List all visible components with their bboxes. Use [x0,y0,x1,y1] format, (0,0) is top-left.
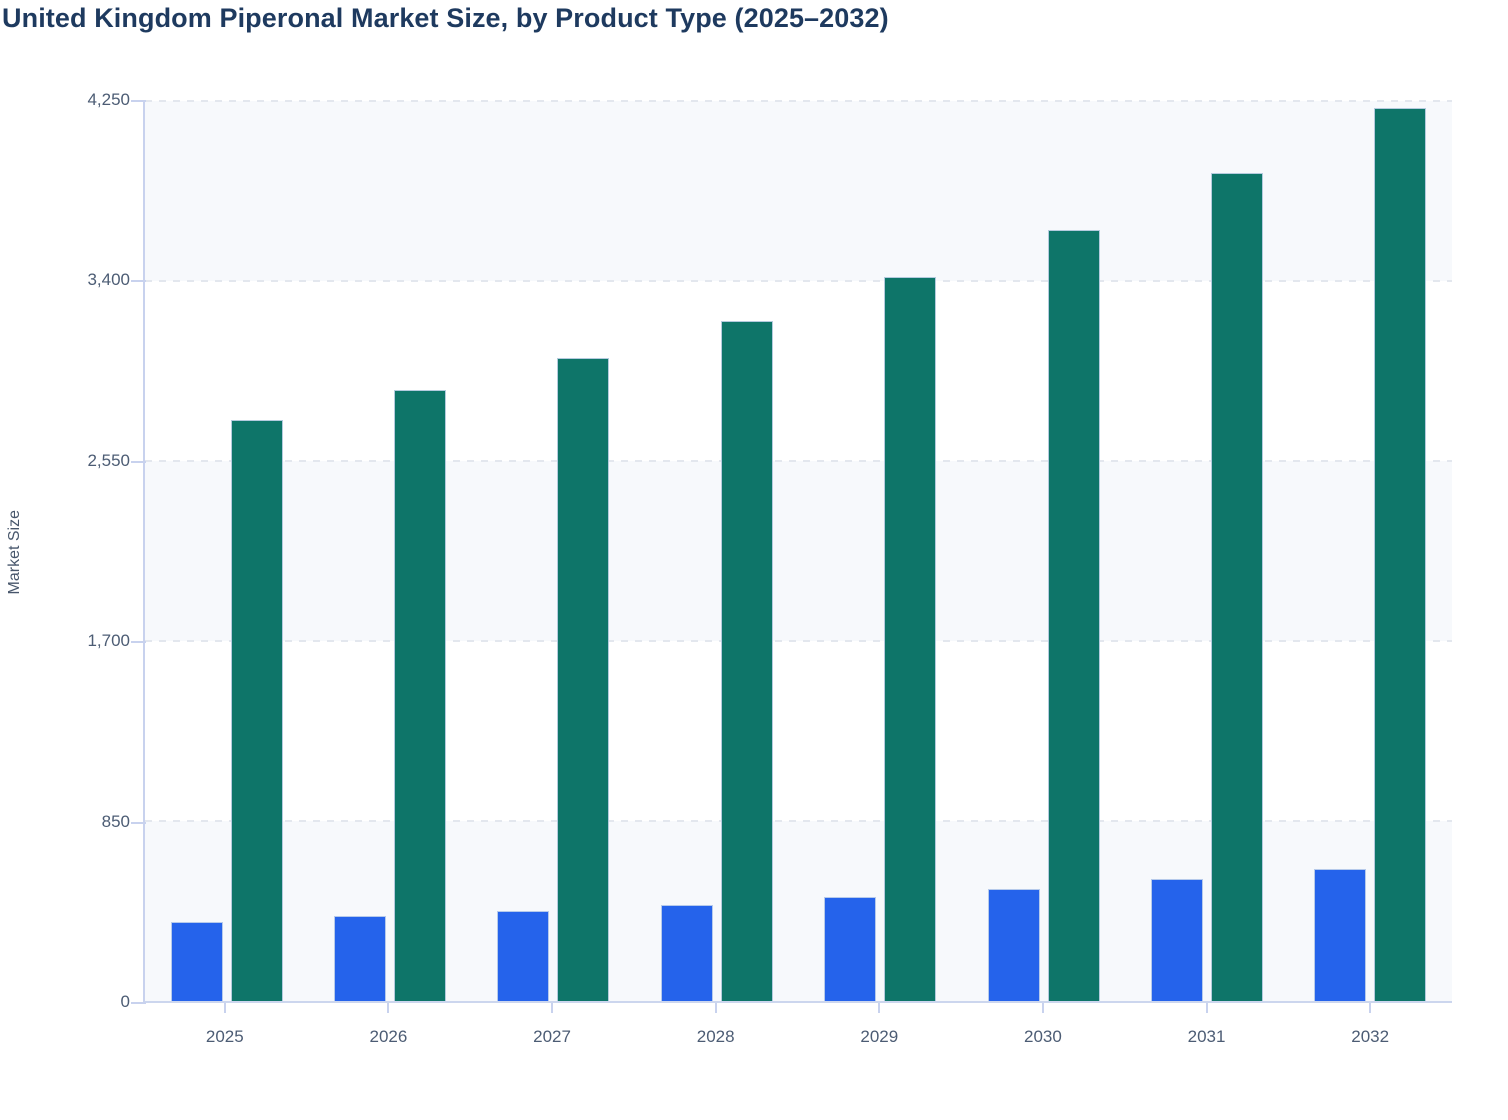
bar-2029-teal-series[interactable] [884,276,937,1001]
gridline-4250 [145,100,1452,102]
bar-2031-blue-series[interactable] [1150,879,1203,1001]
bar-2031-teal-series[interactable] [1210,173,1263,1001]
x-tick-label-2031: 2031 [1187,1027,1226,1046]
x-tick-mark-2032 [1369,1003,1372,1013]
gridline-3400 [145,280,1452,282]
grid-layer [145,100,1452,1001]
x-tick-label-2028: 2028 [696,1027,735,1046]
bar-group-2030 [962,101,1125,1001]
bar-group-2028 [635,101,798,1001]
y-tick-mark [131,100,146,102]
y-tick-mark [131,821,146,824]
x-tick-mark-2029 [878,1003,881,1013]
y-tick-mark [131,641,146,644]
x-tick-label-2032: 2032 [1351,1027,1390,1046]
x-tick-label-2025: 2025 [205,1027,244,1046]
x-tick-mark-2025 [223,1003,226,1013]
bar-2030-teal-series[interactable] [1047,230,1100,1001]
y-tick-label-2,550: 2,550 [87,450,130,470]
y-axis-ticks: 0 850 1,700 2,550 3,400 4,250 [0,0,146,1120]
x-tick-mark-2028 [714,1003,717,1013]
x-tick-label-2026: 2026 [369,1027,408,1046]
bar-2029-blue-series[interactable] [824,897,877,1001]
bar-2030-blue-series[interactable] [987,888,1040,1001]
y-tick-label-3,400: 3,400 [87,270,130,290]
bar-2032-teal-series[interactable] [1374,108,1427,1001]
bar-group-2027 [472,101,635,1001]
y-tick-label-0: 0 [120,992,130,1011]
gridline-850 [145,820,1452,822]
bar-2027-blue-series[interactable] [497,911,550,1001]
x-tick-mark-2027 [551,1003,554,1013]
x-tick-label-2029: 2029 [860,1027,899,1046]
bar-2032-blue-series[interactable] [1314,868,1367,1001]
gridline-2550 [145,460,1452,462]
x-tick-mark-2031 [1205,1003,1208,1013]
chart-title: United Kingdom Piperonal Market Size, by… [2,3,889,33]
y-tick-label-4,250: 4,250 [87,90,130,109]
x-tick-label-2027: 2027 [533,1027,571,1046]
bar-2028-teal-series[interactable] [720,321,773,1001]
gridline-1700 [145,640,1452,642]
bars-layer [145,101,1452,1001]
x-tick-label-2030: 2030 [1024,1027,1062,1046]
bar-2025-teal-series[interactable] [230,419,283,1001]
x-tick-mark-2030 [1041,1003,1044,1013]
bar-group-2031 [1125,101,1288,1001]
bar-2025-blue-series[interactable] [170,921,223,1001]
y-tick-mark [131,1002,146,1004]
bar-2028-blue-series[interactable] [660,904,713,1001]
plot-area [143,100,1452,1003]
bar-group-2029 [799,101,962,1001]
bar-group-2025 [145,101,308,1001]
bar-group-2026 [308,101,471,1001]
bar-2026-blue-series[interactable] [334,916,387,1001]
bar-2026-teal-series[interactable] [394,390,447,1001]
y-tick-mark [131,460,146,463]
bar-group-2032 [1289,101,1452,1001]
y-tick-label-1,700: 1,700 [87,631,130,651]
y-tick-label-850: 850 [101,811,130,831]
y-tick-mark [131,280,146,283]
bar-2027-teal-series[interactable] [557,358,610,1001]
x-axis-labels: 2025 2026 2027 2028 2029 2030 2031 2032 [143,1027,1452,1047]
x-tick-mark-2026 [387,1003,390,1013]
